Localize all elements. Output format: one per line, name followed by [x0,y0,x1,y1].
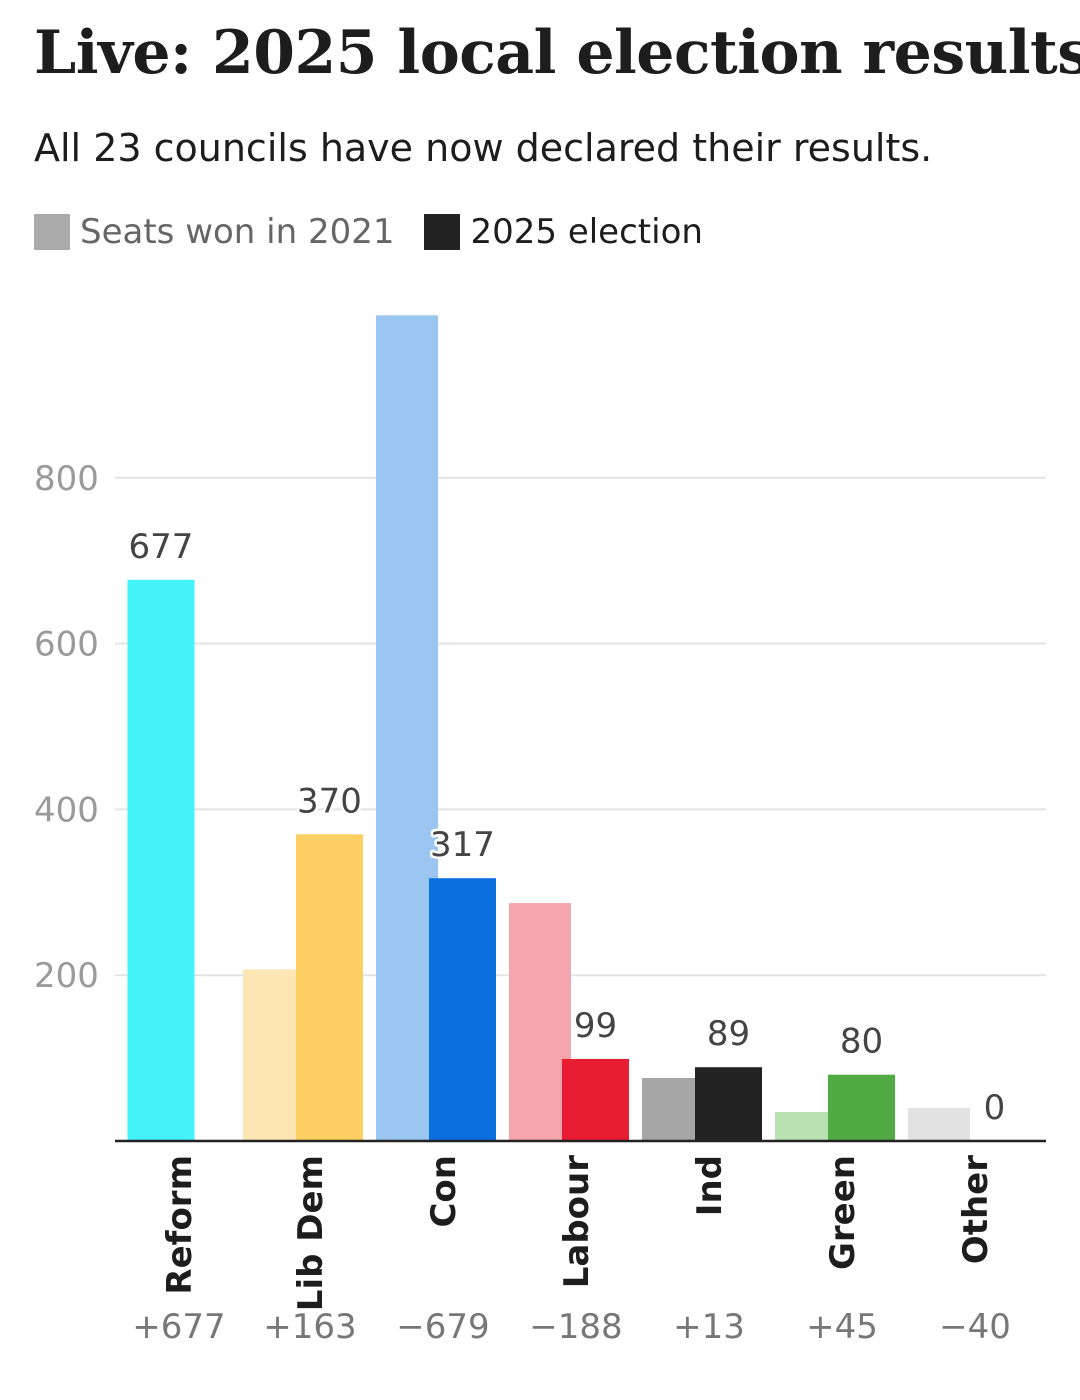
data-label-ind: 89 [707,1014,750,1054]
bar-2025-labour [562,1058,629,1141]
data-label-reform: 677 [129,527,194,567]
gridlines: 200 400 600 800 [34,459,1046,996]
category-label-other: Other [956,1155,996,1264]
bar-2021-ind [642,1077,704,1141]
category-label-lib-dem: Lib Dem [291,1155,331,1311]
page-subtitle: All 23 councils have now declared their … [34,126,933,170]
y-tick-label: 400 [34,790,99,830]
legend-swatch-2025 [424,214,461,250]
y-tick-label: 800 [34,459,99,499]
change-label-labour: −188 [529,1307,622,1347]
data-labels: 677 370 317 99 89 80 0 [126,524,1008,1130]
bar-2025-green [828,1074,895,1141]
category-label-ind: Ind [690,1155,730,1216]
bar-2021-other [908,1107,970,1141]
category-label-labour: Labour [557,1155,597,1289]
change-label-con: −679 [396,1307,489,1347]
bar-2021-lib-dem [243,969,305,1141]
category-label-reform: Reform [160,1155,200,1295]
category-label-con: Con [424,1155,464,1228]
y-tick-label: 600 [34,625,99,665]
data-label-lib-dem: 370 [297,781,362,821]
bar-2025-ind [695,1067,762,1141]
legend-item-2021: Seats won in 2021 [34,212,394,252]
change-label-reform: +677 [132,1307,225,1347]
legend-swatch-2021 [34,214,70,250]
page-title: Live: 2025 local election results [34,18,1080,88]
legend-item-2025: 2025 election [424,212,703,252]
bar-2025-lib-dem [296,834,363,1141]
category-label-green: Green [823,1155,863,1270]
data-label-con: 317 [430,825,495,865]
chart-legend: Seats won in 2021 2025 election [34,212,733,252]
legend-label-2025: 2025 election [470,212,703,252]
x-axis: Reform +677 Lib Dem+163 Con −679 Labour −188 In… [115,1139,1046,1347]
data-label-labour: 99 [574,1006,617,1046]
legend-label-2021: Seats won in 2021 [80,212,395,252]
change-label-green: +45 [806,1307,878,1347]
data-label-other: 0 [984,1088,1006,1128]
bar-2025-reform [127,579,195,1141]
bar-2021-green [775,1111,837,1141]
bar-2021-labour [509,903,571,1141]
bar-2025-con [429,878,496,1141]
change-label-ind: +13 [673,1307,745,1347]
data-label-green: 80 [840,1022,883,1062]
bars [127,315,970,1141]
y-tick-label: 200 [34,956,99,996]
change-label-other: −40 [939,1307,1011,1347]
bar-2021-con [376,315,438,1141]
change-label-lib-dem: +163 [263,1307,356,1347]
